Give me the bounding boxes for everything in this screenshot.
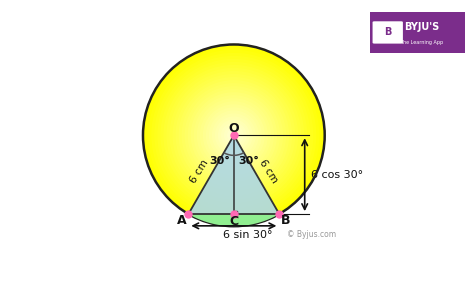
Circle shape: [167, 69, 301, 202]
Circle shape: [161, 63, 307, 208]
Text: C: C: [229, 215, 238, 228]
Text: © Byjus.com: © Byjus.com: [287, 230, 337, 240]
Circle shape: [219, 120, 249, 150]
Text: B: B: [281, 214, 291, 227]
Circle shape: [222, 123, 246, 148]
Circle shape: [201, 102, 267, 169]
Text: 30°: 30°: [209, 156, 230, 166]
Text: B: B: [384, 27, 392, 37]
Circle shape: [179, 81, 288, 190]
Circle shape: [182, 84, 285, 187]
Circle shape: [158, 60, 310, 211]
Circle shape: [170, 72, 298, 199]
Text: 6 cm: 6 cm: [257, 158, 280, 185]
Circle shape: [225, 126, 243, 145]
Circle shape: [207, 108, 261, 163]
Circle shape: [176, 78, 292, 193]
Circle shape: [216, 117, 252, 153]
Circle shape: [210, 111, 258, 160]
Text: 30°: 30°: [238, 156, 259, 166]
Circle shape: [152, 54, 316, 217]
Polygon shape: [188, 135, 279, 214]
FancyBboxPatch shape: [373, 21, 403, 44]
FancyBboxPatch shape: [365, 10, 469, 55]
Circle shape: [194, 96, 273, 175]
Text: A: A: [177, 214, 187, 227]
Circle shape: [203, 105, 264, 165]
Circle shape: [231, 132, 237, 138]
Circle shape: [146, 47, 322, 223]
Circle shape: [143, 45, 325, 226]
Circle shape: [188, 90, 279, 181]
Circle shape: [173, 75, 294, 196]
Circle shape: [185, 87, 283, 184]
Text: 6 cm: 6 cm: [188, 158, 210, 185]
Text: BYJU'S: BYJU'S: [404, 22, 439, 32]
Circle shape: [191, 93, 276, 178]
Circle shape: [228, 129, 240, 141]
Text: O: O: [228, 122, 239, 135]
Circle shape: [198, 99, 270, 172]
Circle shape: [213, 114, 255, 157]
Circle shape: [164, 66, 303, 205]
Circle shape: [155, 57, 312, 214]
Text: The Learning App: The Learning App: [401, 40, 443, 45]
Circle shape: [149, 50, 319, 220]
Text: 6 sin 30°: 6 sin 30°: [223, 230, 272, 240]
Text: 6 cos 30°: 6 cos 30°: [311, 170, 363, 180]
Polygon shape: [188, 214, 279, 226]
